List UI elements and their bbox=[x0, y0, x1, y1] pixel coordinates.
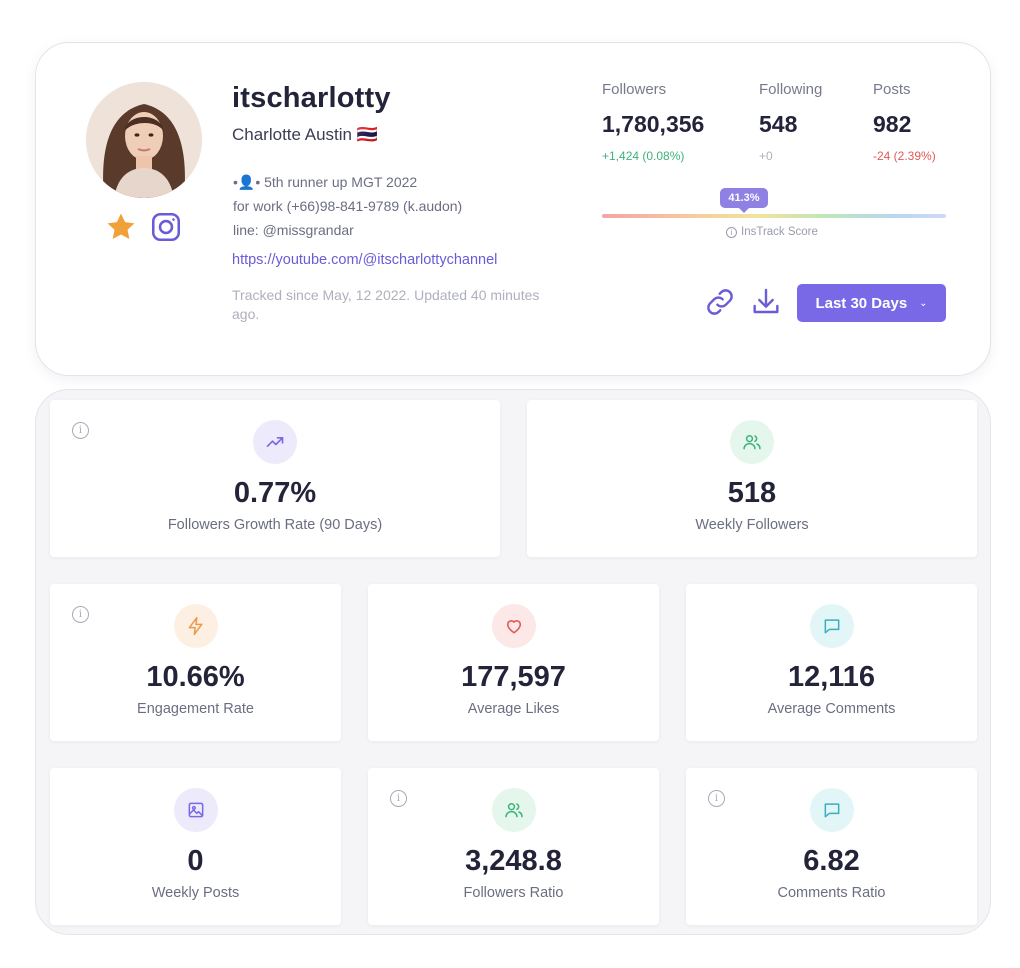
metric-label: Comments Ratio bbox=[777, 885, 886, 901]
posts-delta: -24 (2.39%) bbox=[873, 149, 936, 163]
metric-card-average-likes: 177,597 Average Likes bbox=[368, 584, 659, 741]
trending-up-icon bbox=[253, 420, 297, 464]
following-value: 548 bbox=[759, 111, 798, 137]
username: itscharlotty bbox=[232, 82, 391, 114]
metric-value: 0.77% bbox=[233, 477, 317, 509]
metric-card-followers-growth: i 0.77% Followers Growth Rate (90 Days) bbox=[50, 400, 500, 557]
posts-value: 982 bbox=[873, 111, 912, 137]
metric-label: Average Comments bbox=[767, 701, 896, 717]
users-icon bbox=[730, 420, 774, 464]
star-icon[interactable] bbox=[104, 210, 138, 244]
metric-card-engagement-rate: i 10.66% Engagement Rate bbox=[50, 584, 341, 741]
instagram-icon[interactable] bbox=[149, 210, 183, 244]
metric-label: Weekly Followers bbox=[695, 517, 809, 533]
following-label: Following bbox=[759, 81, 823, 98]
info-icon[interactable]: i bbox=[72, 606, 89, 623]
bio-line: for work (+66)98-841-9789 (k.audon) bbox=[233, 198, 463, 214]
metric-card-weekly-followers: 518 Weekly Followers bbox=[527, 400, 977, 557]
metric-card-weekly-posts: 0 Weekly Posts bbox=[50, 768, 341, 925]
date-range-label: Last 30 Days bbox=[815, 294, 908, 312]
info-icon[interactable]: i bbox=[72, 422, 89, 439]
full-name: Charlotte Austin 🇹🇭 bbox=[232, 125, 378, 144]
metric-value: 0 bbox=[187, 845, 204, 877]
bio: •👤• 5th runner up MGT 2022 for work (+66… bbox=[233, 170, 462, 242]
metric-value: 12,116 bbox=[787, 661, 876, 693]
lightning-icon bbox=[174, 604, 218, 648]
followers-delta: +1,424 (0.08%) bbox=[602, 149, 685, 163]
metric-value: 518 bbox=[727, 477, 777, 509]
score-label-text: InsTrack Score bbox=[741, 226, 818, 238]
instrack-score-label: i InsTrack Score bbox=[726, 226, 818, 238]
followers-label: Followers bbox=[602, 81, 667, 98]
image-icon bbox=[174, 788, 218, 832]
metric-value: 177,597 bbox=[461, 661, 566, 693]
date-range-button[interactable]: Last 30 Days ⌄ bbox=[797, 284, 946, 322]
download-icon[interactable] bbox=[750, 286, 782, 318]
info-icon[interactable]: i bbox=[390, 790, 407, 807]
metric-card-comments-ratio: i 6.82 Comments Ratio bbox=[686, 768, 977, 925]
metric-value: 3,248.8 bbox=[465, 845, 562, 877]
metric-label: Weekly Posts bbox=[151, 885, 240, 901]
instrack-score-bar bbox=[602, 214, 946, 218]
metric-label: Average Likes bbox=[467, 701, 560, 717]
tracked-since-text: Tracked since May, 12 2022. Updated 40 m… bbox=[232, 287, 540, 322]
profile-card bbox=[35, 42, 991, 376]
comment-icon bbox=[810, 604, 854, 648]
comment-icon bbox=[810, 788, 854, 832]
following-delta: +0 bbox=[759, 149, 773, 163]
metric-label: Followers Ratio bbox=[463, 885, 564, 901]
metric-label: Engagement Rate bbox=[137, 701, 254, 717]
profile-link[interactable]: https://youtube.com/@itscharlottychannel bbox=[232, 252, 498, 268]
metric-value: 6.82 bbox=[803, 845, 860, 877]
bio-line: •👤• 5th runner up MGT 2022 bbox=[233, 174, 418, 190]
info-icon[interactable]: i bbox=[708, 790, 725, 807]
bio-line: line: @missgrandar bbox=[233, 222, 354, 238]
metric-value: 10.66% bbox=[146, 661, 245, 693]
chevron-down-icon: ⌄ bbox=[919, 297, 928, 309]
metric-card-followers-ratio: i 3,248.8 Followers Ratio bbox=[368, 768, 659, 925]
users-icon bbox=[492, 788, 536, 832]
posts-label: Posts bbox=[873, 81, 911, 98]
metric-label: Followers Growth Rate (90 Days) bbox=[167, 517, 383, 533]
avatar bbox=[86, 82, 202, 198]
metric-card-average-comments: 12,116 Average Comments bbox=[686, 584, 977, 741]
link-icon[interactable] bbox=[704, 286, 736, 318]
instrack-score-badge: 41.3% bbox=[720, 188, 768, 213]
heart-icon bbox=[492, 604, 536, 648]
followers-value: 1,780,356 bbox=[602, 111, 705, 137]
info-icon: i bbox=[726, 226, 737, 238]
